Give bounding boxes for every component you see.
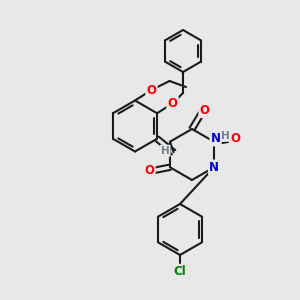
Text: O: O (167, 97, 178, 110)
Text: O: O (230, 132, 240, 145)
Text: H: H (161, 146, 170, 156)
Text: O: O (146, 83, 157, 97)
Text: O: O (200, 104, 210, 117)
Text: Cl: Cl (174, 265, 186, 278)
Text: N: N (211, 132, 220, 145)
Text: O: O (145, 164, 154, 177)
Text: H: H (221, 131, 230, 141)
Text: N: N (209, 161, 219, 174)
